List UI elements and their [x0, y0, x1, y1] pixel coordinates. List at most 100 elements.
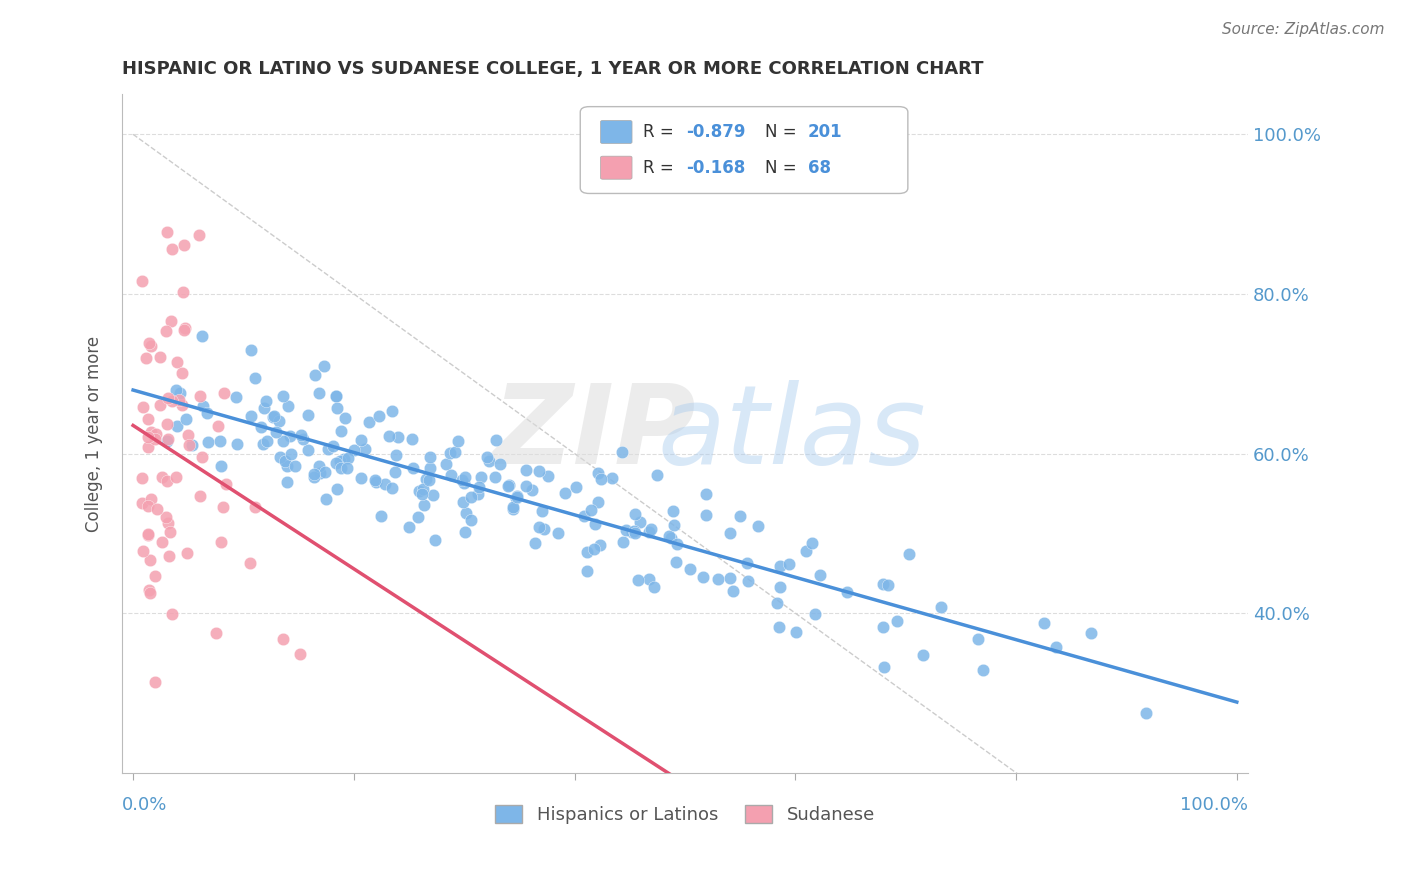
Point — [638, 572, 661, 586]
Point — [478, 454, 501, 468]
Point — [252, 437, 274, 451]
Point — [627, 573, 650, 587]
Point — [262, 409, 284, 424]
Point — [583, 541, 606, 556]
Point — [628, 516, 651, 530]
Point — [314, 359, 336, 374]
Point — [177, 428, 200, 442]
Point — [1135, 706, 1157, 721]
Point — [589, 538, 612, 552]
Point — [803, 607, 825, 621]
Point — [579, 503, 602, 517]
Point — [785, 624, 807, 639]
Point — [419, 461, 441, 475]
Point — [172, 398, 194, 412]
Text: 68: 68 — [807, 159, 831, 177]
Point — [157, 516, 180, 530]
Point — [527, 519, 550, 533]
Point — [384, 465, 406, 479]
Point — [695, 508, 717, 522]
Point — [572, 509, 595, 524]
Point — [966, 632, 988, 646]
Point — [245, 500, 267, 514]
Point — [212, 386, 235, 401]
Point — [169, 385, 191, 400]
Point — [131, 496, 153, 510]
Point — [357, 416, 380, 430]
Point — [515, 463, 537, 477]
Point — [796, 544, 818, 558]
Point — [766, 596, 789, 610]
Point — [454, 469, 477, 483]
FancyBboxPatch shape — [600, 156, 633, 179]
Point — [721, 584, 744, 599]
Point — [444, 445, 467, 459]
Point — [280, 447, 302, 461]
Point — [447, 434, 470, 449]
Text: 201: 201 — [807, 123, 842, 141]
Point — [160, 607, 183, 622]
Point — [623, 507, 645, 521]
Point — [325, 389, 347, 403]
Point — [412, 482, 434, 496]
Point — [165, 383, 187, 397]
Point — [132, 401, 155, 415]
Point — [620, 525, 643, 540]
Point — [166, 355, 188, 369]
Point — [640, 522, 662, 536]
Point — [254, 394, 277, 409]
Point — [1080, 626, 1102, 640]
Point — [160, 393, 183, 408]
Point — [659, 531, 682, 545]
Text: R =: R = — [644, 123, 679, 141]
Point — [707, 573, 730, 587]
Point — [502, 500, 524, 515]
Point — [467, 487, 489, 501]
Point — [489, 458, 512, 472]
Point — [291, 432, 314, 446]
Point — [165, 470, 187, 484]
Point — [309, 466, 332, 480]
Text: N =: N = — [765, 159, 801, 177]
Point — [589, 472, 612, 486]
Point — [243, 371, 266, 385]
Point — [374, 476, 396, 491]
Y-axis label: College, 1 year or more: College, 1 year or more — [86, 335, 103, 532]
Point — [302, 469, 325, 483]
Point — [368, 409, 391, 423]
Text: R =: R = — [644, 159, 679, 177]
FancyBboxPatch shape — [581, 107, 908, 194]
Point — [239, 556, 262, 570]
Point — [524, 536, 547, 550]
Point — [156, 434, 179, 448]
Point — [156, 392, 179, 406]
Point — [533, 522, 555, 536]
Point — [695, 487, 717, 501]
Point — [350, 471, 373, 485]
Point — [136, 527, 159, 541]
Point — [190, 450, 212, 465]
Point — [145, 427, 167, 442]
Point — [401, 432, 423, 446]
Point — [408, 483, 430, 498]
Point — [415, 472, 437, 486]
Point — [343, 443, 366, 458]
Point — [159, 524, 181, 539]
Point — [665, 537, 688, 551]
Point — [972, 663, 994, 677]
Text: atlas: atlas — [658, 380, 927, 487]
Point — [156, 226, 179, 240]
Point — [325, 456, 347, 470]
Point — [139, 586, 162, 600]
Point — [188, 228, 211, 243]
Point — [136, 500, 159, 514]
Point — [172, 285, 194, 300]
Point — [197, 435, 219, 450]
Point — [150, 535, 173, 549]
Text: N =: N = — [765, 123, 801, 141]
Point — [162, 242, 184, 256]
Point — [886, 614, 908, 628]
Point — [139, 339, 162, 353]
Point — [1033, 615, 1056, 630]
Point — [664, 518, 686, 533]
